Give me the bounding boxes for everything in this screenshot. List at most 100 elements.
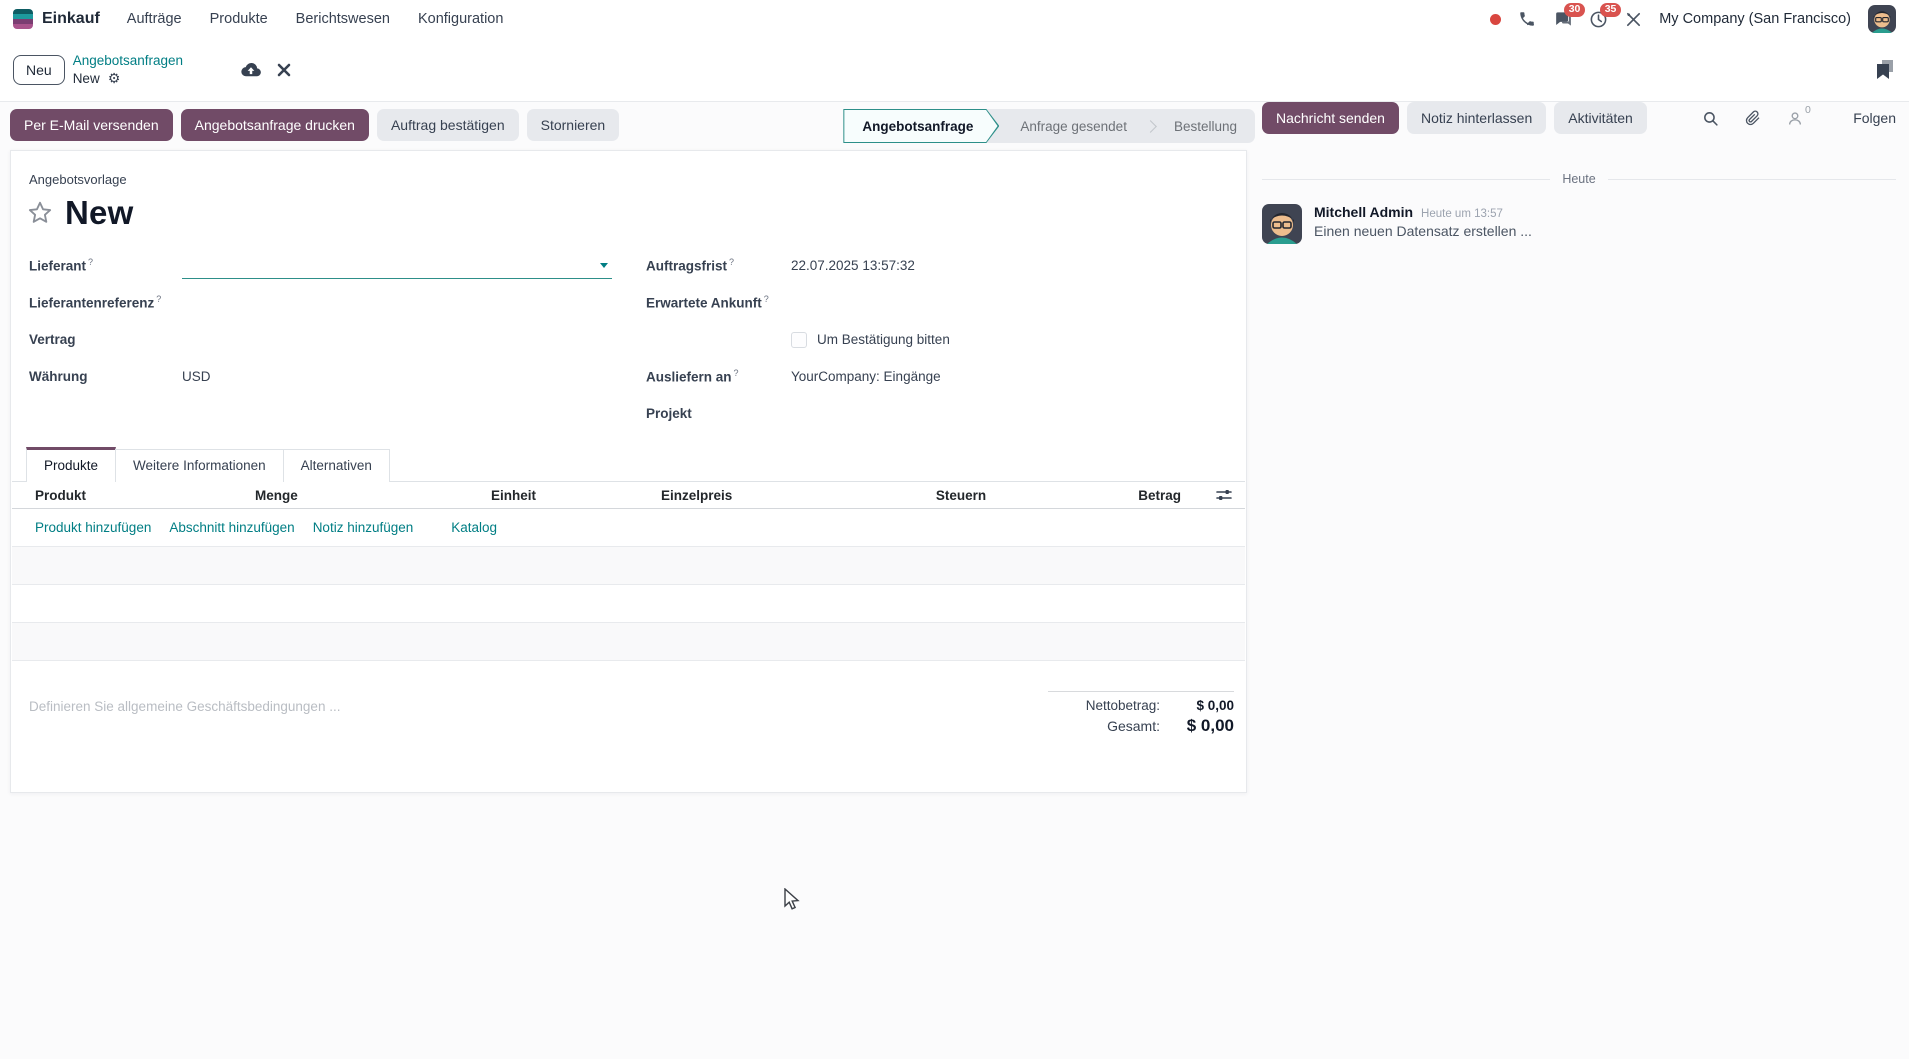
field-row-projekt: Projekt <box>646 406 692 421</box>
add-product-link[interactable]: Produkt hinzufügen <box>35 520 152 535</box>
activities-button[interactable]: Aktivitäten <box>1554 102 1647 134</box>
help-icon: ? <box>733 368 739 379</box>
activities-clock-icon[interactable]: 35 <box>1589 2 1621 29</box>
field-row-auftragsfrist: Auftragsfrist? 22.07.2025 13:57:32 <box>646 257 915 274</box>
control-panel-breadcrumb: Neu Angebotsanfragen New ⚙ <box>0 38 1909 102</box>
attachment-paperclip-icon[interactable] <box>1745 109 1761 127</box>
debug-tools-icon[interactable] <box>1625 11 1642 28</box>
field-row-erwartete-ankunft: Erwartete Ankunft? <box>646 294 769 311</box>
auftragsfrist-value[interactable]: 22.07.2025 13:57:32 <box>791 258 915 273</box>
search-messages-icon[interactable] <box>1702 110 1719 127</box>
catalog-link[interactable]: Katalog <box>451 520 498 535</box>
statusbar: Angebotsanfrage Anfrage gesendet Bestell… <box>843 109 1255 143</box>
purchase-app-icon[interactable] <box>13 9 33 29</box>
softphone-icon[interactable] <box>1518 10 1536 28</box>
tab-produkte[interactable]: Produkte <box>26 447 117 482</box>
empty-table-row <box>12 623 1245 661</box>
untaxed-amount-label: Nettobetrag: <box>1085 698 1160 713</box>
empty-table-row <box>12 547 1245 585</box>
favorite-star-icon[interactable] <box>26 199 54 227</box>
total-label: Gesamt: <box>1107 718 1160 734</box>
status-step-sent[interactable]: Anfrage gesendet <box>1020 118 1127 134</box>
log-note-button[interactable]: Notiz hinterlassen <box>1406 102 1547 134</box>
chatter-panel: Nachricht senden Notiz hinterlassen Akti… <box>1262 102 1897 244</box>
notebook-tabs: Produkte Weitere Informationen Alternati… <box>12 447 1245 482</box>
discard-icon[interactable] <box>277 63 291 77</box>
help-icon: ? <box>729 257 735 268</box>
help-icon: ? <box>88 257 94 268</box>
menu-konfiguration[interactable]: Konfiguration <box>417 11 504 27</box>
message-author[interactable]: Mitchell Admin <box>1314 204 1414 220</box>
empty-table-row <box>12 585 1245 623</box>
tab-alternativen[interactable]: Alternativen <box>282 449 390 482</box>
date-divider: Heute <box>1262 172 1897 186</box>
help-icon: ? <box>763 294 769 305</box>
gear-icon[interactable]: ⚙ <box>107 69 121 86</box>
ausliefern-an-value[interactable]: YourCompany: Eingänge <box>791 369 941 384</box>
field-row-lieferantenreferenz: Lieferantenreferenz? <box>29 294 162 311</box>
form-sheet: Angebotsvorlage New Lieferant? Lieferant… <box>10 150 1247 793</box>
confirm-order-button[interactable]: Auftrag bestätigen <box>376 109 519 141</box>
help-icon: ? <box>156 294 162 305</box>
breadcrumb-parent-link[interactable]: Angebotsanfragen <box>72 52 184 68</box>
col-betrag: Betrag <box>1138 487 1181 503</box>
breadcrumb: Angebotsanfragen New ⚙ <box>73 53 183 87</box>
add-note-link[interactable]: Notiz hinzufügen <box>312 520 414 535</box>
chevron-right-icon <box>1144 119 1157 133</box>
mouse-cursor <box>782 888 804 912</box>
menu-auftraege[interactable]: Aufträge <box>126 11 182 27</box>
field-row-vertrag: Vertrag <box>29 332 76 347</box>
send-by-email-button[interactable]: Per E-Mail versenden <box>10 109 173 141</box>
recording-dot-icon <box>1490 13 1502 25</box>
followers-count: 0 <box>1804 103 1811 116</box>
app-name[interactable]: Einkauf <box>42 10 100 27</box>
field-row-lieferant: Lieferant? <box>29 247 629 284</box>
follow-button[interactable]: Folgen <box>1853 110 1896 126</box>
optional-columns-icon[interactable] <box>1181 488 1232 502</box>
save-cloud-icon[interactable] <box>241 62 261 78</box>
main-menu: Aufträge Produkte Berichtswesen Konfigur… <box>127 11 504 27</box>
col-menge: Menge <box>255 487 298 503</box>
col-einheit: Einheit <box>491 487 537 503</box>
print-rfq-button[interactable]: Angebotsanfrage drucken <box>180 109 369 141</box>
col-einzelpreis: Einzelpreis <box>661 487 733 503</box>
user-avatar[interactable] <box>1868 5 1896 33</box>
chatter-message: Mitchell Admin Heute um 13:57 Einen neue… <box>1262 204 1896 244</box>
add-section-link[interactable]: Abschnitt hinzufügen <box>169 520 295 535</box>
totals-block: Nettobetrag: $ 0,00 Gesamt: $ 0,00 <box>1048 691 1234 739</box>
confirmation-checkbox[interactable] <box>791 331 807 348</box>
messages-badge: 30 <box>1564 2 1585 18</box>
confirmation-checkbox-label[interactable]: Um Bestätigung bitten <box>817 332 950 347</box>
order-lines-header: Produkt Menge Einheit Einzelpreis Steuer… <box>12 482 1245 509</box>
followers-icon[interactable]: 0 <box>1787 104 1811 127</box>
form-control-row: Per E-Mail versenden Angebotsanfrage dru… <box>0 102 1909 150</box>
order-lines-add-row: Produkt hinzufügen Abschnitt hinzufügen … <box>12 509 1245 547</box>
waehrung-value[interactable]: USD <box>182 369 211 384</box>
cancel-button[interactable]: Stornieren <box>526 109 620 141</box>
message-author-avatar[interactable] <box>1262 204 1302 244</box>
status-step-order[interactable]: Bestellung <box>1173 118 1237 134</box>
new-button[interactable]: Neu <box>13 54 65 85</box>
company-switcher[interactable]: My Company (San Francisco) <box>1659 11 1851 27</box>
status-step-rfq[interactable]: Angebotsanfrage <box>843 109 999 143</box>
chevron-down-icon[interactable] <box>600 262 608 268</box>
col-steuern: Steuern <box>935 487 987 503</box>
lieferant-input[interactable] <box>182 253 612 279</box>
bookmark-stack-icon[interactable] <box>1874 58 1896 82</box>
tab-weitere-informationen[interactable]: Weitere Informationen <box>115 449 284 482</box>
terms-placeholder[interactable]: Definieren Sie allgemeine Geschäftsbedin… <box>29 699 341 714</box>
activities-badge: 35 <box>1600 2 1621 18</box>
message-body: Einen neuen Datensatz erstellen ... <box>1314 223 1532 239</box>
send-message-button[interactable]: Nachricht senden <box>1262 102 1399 134</box>
menu-produkte[interactable]: Produkte <box>209 11 268 27</box>
messages-icon[interactable]: 30 <box>1553 2 1585 29</box>
record-title[interactable]: New <box>65 194 134 231</box>
col-produkt: Produkt <box>35 487 87 503</box>
systray: 30 35 My Company (San Francisco) <box>1490 2 1896 33</box>
field-row-ausliefern-an: Ausliefern an? YourCompany: Eingänge <box>646 368 941 385</box>
field-row-waehrung: Währung USD <box>29 369 211 384</box>
menu-berichtswesen[interactable]: Berichtswesen <box>295 11 390 27</box>
template-field-label: Angebotsvorlage <box>29 172 127 187</box>
breadcrumb-current: New <box>72 70 100 86</box>
